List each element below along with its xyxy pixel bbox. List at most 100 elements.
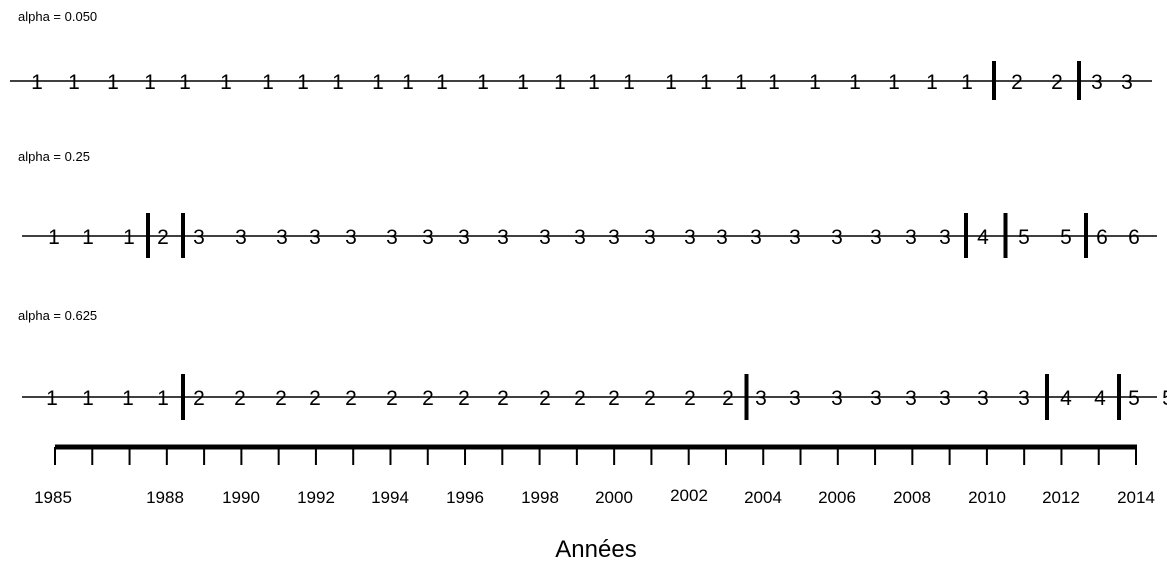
sequence-number: 2 [644,387,656,410]
time-axis: 1985 1988 1990 1992 1994 1996 1998 2000 … [34,444,1155,561]
tick-label: 2004 [744,488,782,507]
tick-label: 2006 [818,488,856,507]
tick-label: 1998 [521,488,559,507]
sequence-number: 3 [574,226,586,249]
sequence-number: 1 [554,71,566,94]
sequence-number: 2 [193,387,205,410]
sequence-number: 3 [1121,71,1133,94]
sequence-number: 2 [458,387,470,410]
sequence-number: 2 [386,387,398,410]
sequence-number: 2 [574,387,586,410]
sequence-number: 1 [123,226,135,249]
sequence-number: 1 [849,71,861,94]
sequence-number: 1 [436,71,448,94]
sequence-number: 3 [789,226,801,249]
sequence-numbers: 1111222222222222222333333334455 [46,387,1167,410]
sequence-number: 3 [755,387,767,410]
sequence-number: 1 [809,71,821,94]
sequence-number: 3 [539,226,551,249]
tick-label: 1988 [146,488,184,507]
tick-label: 2014 [1117,488,1155,507]
sequence-number: 3 [750,226,762,249]
tick-label: 2012 [1042,488,1080,507]
break-markers [181,374,1121,420]
sequence-number: 1 [144,71,156,94]
sequence-number: 3 [276,226,288,249]
sequence-number: 3 [458,226,470,249]
sequence-number: 3 [235,226,247,249]
sequence-number: 2 [157,226,169,249]
sequence-number: 1 [107,71,119,94]
sequence-number: 5 [1018,226,1030,249]
sequence-number: 1 [46,387,58,410]
sequence-number: 5 [1060,226,1072,249]
sequence-number: 5 [1128,387,1140,410]
sequence-number: 1 [588,71,600,94]
sequence-number: 3 [831,387,843,410]
sequence-number: 4 [1060,387,1072,410]
axis-title: Années [555,536,636,561]
sequence-number: 2 [497,387,509,410]
axis-tick-labels: 1985 1988 1990 1992 1994 1996 1998 2000 … [34,486,1155,507]
sequence-number: 3 [870,226,882,249]
sequence-number: 4 [1094,387,1106,410]
tick-label: 1990 [222,488,260,507]
sequence-number: 1 [623,71,635,94]
sequence-number: 3 [684,226,696,249]
sequence-number: 2 [345,387,357,410]
sequence-number: 3 [1018,387,1030,410]
sequence-number: 2 [608,387,620,410]
sequence-number: 5 [1162,387,1167,410]
sequence-number: 4 [977,226,989,249]
sequence-number: 1 [82,387,94,410]
sequence-number: 1 [926,71,938,94]
sequence-number: 6 [1128,226,1140,249]
sequence-number: 2 [1051,71,1063,94]
tick-label: 2002 [670,486,708,505]
sequence-number: 1 [82,226,94,249]
sequence-number: 3 [497,226,509,249]
sequence-number: 1 [665,71,677,94]
sequence-number: 1 [31,71,43,94]
sequence-number: 3 [386,226,398,249]
sequence-number: 2 [1011,71,1023,94]
sequence-number: 2 [275,387,287,410]
sequence-number: 2 [234,387,246,410]
sequence-number: 3 [831,226,843,249]
sequence-number: 1 [477,71,489,94]
sequence-number: 3 [608,226,620,249]
tick-label: 2008 [893,488,931,507]
sequence-number: 3 [422,226,434,249]
sequence-number: 1 [122,387,134,410]
tick-label: 1994 [371,488,409,507]
sequence-number: 1 [735,71,747,94]
panel-label: alpha = 0.625 [18,308,97,323]
sequence-number: 3 [905,226,917,249]
sequence-number: 3 [1091,71,1103,94]
sequence-number: 1 [517,71,529,94]
sequence-number: 1 [48,226,60,249]
sequence-number: 1 [179,71,191,94]
sequence-number: 2 [309,387,321,410]
sequence-number: 1 [68,71,80,94]
tick-label: 2010 [968,488,1006,507]
tick-label: 1992 [297,488,335,507]
sequence-number: 3 [870,387,882,410]
sequence-number: 1 [888,71,900,94]
sequence-number: 1 [402,71,414,94]
sequence-number: 2 [722,387,734,410]
sequence-number: 3 [789,387,801,410]
sequence-number: 3 [939,387,951,410]
sequence-number: 1 [961,71,973,94]
sequence-number: 1 [220,71,232,94]
sequence-number: 3 [644,226,656,249]
sequence-number: 1 [262,71,274,94]
break-markers [992,61,1081,100]
tick-label: 1985 [34,488,72,507]
sequence-number: 1 [372,71,384,94]
